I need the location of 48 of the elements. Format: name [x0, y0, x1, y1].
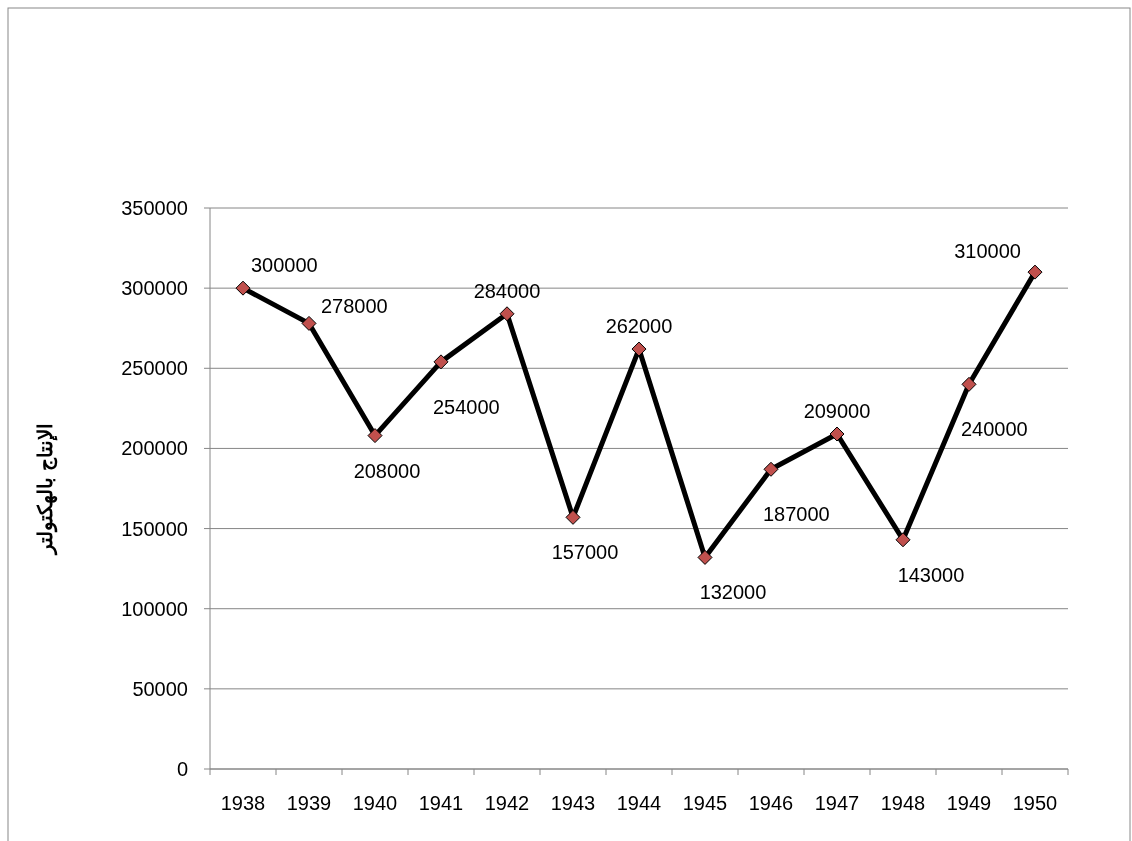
- y-tick-label: 50000: [132, 677, 188, 700]
- data-label: 187000: [763, 503, 830, 526]
- x-tick-label: 1946: [748, 792, 794, 814]
- data-label: 143000: [897, 563, 965, 586]
- point: [235, 280, 251, 296]
- point: [301, 315, 317, 331]
- x-tick-label: 1939: [286, 792, 332, 814]
- data-label: 262000: [605, 315, 673, 338]
- data-label: 278000: [321, 295, 388, 318]
- x-tick-label: 1948: [880, 792, 926, 814]
- x-tick-label: 1944: [616, 792, 662, 814]
- x-tick-label: 1943: [550, 792, 596, 814]
- data-label: 209000: [803, 400, 871, 422]
- x-tick-label: 1947: [814, 792, 860, 814]
- point: [631, 341, 647, 357]
- y-tick-label: 200000: [121, 437, 188, 460]
- point: [829, 426, 845, 442]
- point: [895, 532, 911, 548]
- point: [433, 354, 449, 370]
- x-tick-label: 1945: [682, 792, 728, 814]
- x-tick-label: 1941: [418, 792, 464, 814]
- data-label: 208000: [353, 459, 421, 482]
- y-tick-label: 350000: [121, 197, 188, 219]
- data-label: 284000: [473, 279, 541, 302]
- y-tick-label: 250000: [121, 357, 188, 380]
- y-axis-title: الإنتاج بالهكتولتر: [34, 423, 58, 556]
- data-label: 240000: [961, 418, 1028, 441]
- x-tick-label: 1942: [484, 792, 530, 814]
- x-tick-label: 1940: [352, 792, 398, 814]
- x-tick-label: 1938: [220, 792, 266, 814]
- data-label: 300000: [251, 254, 318, 277]
- data-label: 254000: [433, 395, 500, 418]
- data-label: 157000: [551, 541, 619, 564]
- point: [697, 549, 713, 565]
- y-tick-label: 0: [176, 758, 188, 780]
- point: [565, 509, 581, 525]
- x-tick-label: 1950: [1012, 792, 1058, 814]
- point: [367, 428, 383, 444]
- data-label: 132000: [699, 581, 767, 604]
- point: [499, 306, 515, 322]
- y-tick-label: 300000: [121, 277, 188, 300]
- x-tick-label: 1949: [946, 792, 992, 814]
- y-tick-label: 100000: [121, 597, 188, 620]
- point: [1027, 264, 1043, 280]
- point: [961, 376, 977, 392]
- point: [763, 461, 779, 477]
- y-tick-label: 150000: [121, 517, 188, 540]
- data-label: 310000: [954, 240, 1021, 263]
